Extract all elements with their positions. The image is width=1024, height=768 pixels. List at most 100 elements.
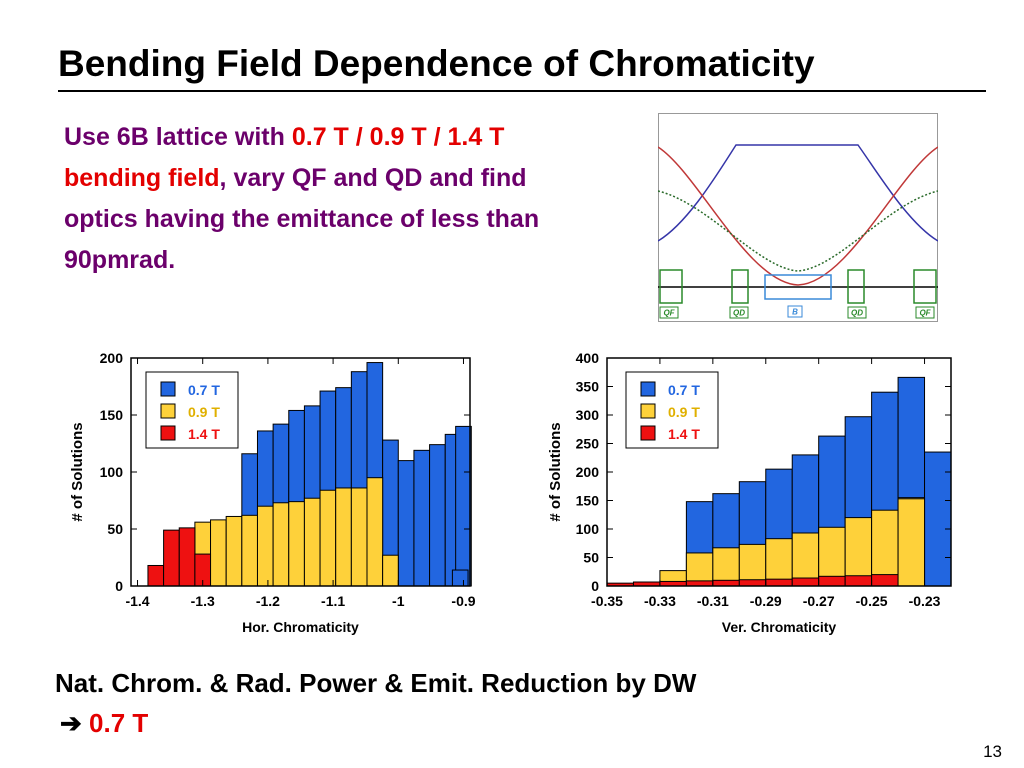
legend-swatch-c1-2 xyxy=(640,425,656,441)
hor-chromaticity-chart: 0 50 100 150 200 -1.4 -1.3 -1.2 -1.1 -1 -0.9 Hor. C… xyxy=(60,340,500,645)
intro-part-c: , vary QF and QD and find optics having … xyxy=(64,164,540,274)
xtick-label-c0-3: -1.1 xyxy=(321,593,345,609)
ytick-label-c1-3: 150 xyxy=(576,493,600,509)
bar-c0-s1-10 xyxy=(350,487,368,587)
legend-label-c1-0: 0.7 T xyxy=(668,382,700,398)
bar-c0-s2-0 xyxy=(147,564,165,587)
ytick-label-c0-3: 150 xyxy=(100,407,124,423)
legend-swatch-c1-1 xyxy=(640,403,656,419)
bar-c0-s1-1 xyxy=(210,519,227,587)
legend-c0: 0.7 T 0.9 T 1.4 T xyxy=(145,371,239,449)
ytick-label-c0-0: 0 xyxy=(115,578,123,594)
lattice-label-qd-left: QD xyxy=(733,309,745,318)
qd-magnet-right xyxy=(847,269,865,304)
legend-swatch-c0-0 xyxy=(160,381,176,397)
bar-c1-s2-10 xyxy=(871,574,899,587)
ytick-label-c0-1: 50 xyxy=(107,521,123,537)
conclusion-value: 0.7 T xyxy=(89,708,149,738)
ytick-label-c1-0: 0 xyxy=(591,578,599,594)
slide-number: 13 xyxy=(983,742,1002,761)
slide-title: Bending Field Dependence of Chromaticity xyxy=(58,40,986,92)
bar-c1-s2-5 xyxy=(738,579,767,587)
bar-c1-s2-9 xyxy=(844,575,873,587)
bar-c0-s2-2 xyxy=(178,527,196,587)
bar-c1-extra-0 xyxy=(897,498,926,587)
yaxis-label-c1: # of Solutions xyxy=(547,422,564,521)
beta-y-curve xyxy=(657,146,939,286)
bar-c1-s2-7 xyxy=(791,577,820,587)
conclusion-line: Nat. Chrom. & Rad. Power & Emit. Reducti… xyxy=(55,668,697,698)
arrow-icon: ➔ xyxy=(60,708,82,738)
intro-text: Use 6B lattice with 0.7 T / 0.9 T / 1.4 … xyxy=(64,117,594,281)
xtick-label-c0-2: -1.2 xyxy=(256,593,280,609)
ver-chromaticity-chart: 0 50 100 150 200 250 300 350 400 -0.35 -0.33 -0.31 -… xyxy=(540,340,960,645)
intro-part-a: Use 6B lattice with xyxy=(64,123,292,151)
legend-label-c1-2: 1.4 T xyxy=(668,426,700,442)
xtick-label-c0-4: -1 xyxy=(392,593,405,609)
xtick-label-c1-4: -0.27 xyxy=(803,593,835,609)
xtick-label-c1-0: -0.35 xyxy=(591,593,623,609)
ytick-label-c1-2: 100 xyxy=(576,521,600,537)
ytick-label-c1-8: 400 xyxy=(576,350,600,366)
legend-label-c0-1: 0.9 T xyxy=(188,404,220,420)
ytick-label-c1-7: 350 xyxy=(576,379,600,395)
legend-label-c0-0: 0.7 T xyxy=(188,382,220,398)
bar-c0-extra-1 xyxy=(451,569,469,587)
yaxis-label-c0: # of Solutions xyxy=(69,422,86,521)
xaxis-label-c0: Hor. Chromaticity xyxy=(242,619,359,635)
legend-swatch-c0-2 xyxy=(160,425,176,441)
lattice-label-b: B xyxy=(792,308,798,317)
intro-bending-fields: 0.7 T / 0.9 T / 1.4 T bending field xyxy=(64,123,505,192)
bar-c0-extra-0 xyxy=(382,554,399,587)
conclusion-result: ➔ 0.7 T xyxy=(60,708,148,739)
bar-c1-s2-4 xyxy=(712,579,740,587)
bar-c1-s1-8 xyxy=(844,517,873,587)
bar-c1-s2-6 xyxy=(765,578,793,587)
lattice-diagram: QF QD B QD QF xyxy=(657,113,939,322)
bar-c0-s1-3 xyxy=(241,514,258,587)
ytick-label-c1-6: 300 xyxy=(576,407,600,423)
legend-c1: 0.7 T 0.9 T 1.4 T xyxy=(625,371,719,449)
bar-c0-s1-6 xyxy=(288,501,305,587)
bar-c1-s1-9 xyxy=(871,509,899,587)
bar-c0-s1-4 xyxy=(256,505,274,587)
xtick-label-c1-2: -0.31 xyxy=(697,593,729,609)
bar-c0-s0-10 xyxy=(397,460,415,587)
xtick-label-c1-1: -0.33 xyxy=(644,593,676,609)
lattice-label-qf-left: QF xyxy=(663,309,675,318)
ytick-label-c0-4: 200 xyxy=(100,350,124,366)
bar-c0-s1-7 xyxy=(303,497,321,587)
xtick-label-c1-3: -0.29 xyxy=(750,593,782,609)
bar-c0-s1-11 xyxy=(366,477,384,587)
bend-magnet xyxy=(764,274,832,300)
bar-c0-s2-1 xyxy=(163,529,180,587)
bar-c0-s1-8 xyxy=(319,489,337,587)
bar-c1-s2-3 xyxy=(685,580,714,587)
bar-c1-s2-8 xyxy=(818,575,846,587)
legend-swatch-c0-1 xyxy=(160,403,176,419)
xtick-label-c1-6: -0.23 xyxy=(909,593,941,609)
xtick-label-c0-1: -1.3 xyxy=(191,593,215,609)
xtick-label-c0-0: -1.4 xyxy=(125,593,149,609)
dispersion-curve xyxy=(657,190,939,272)
ytick-label-c0-2: 100 xyxy=(100,464,124,480)
xtick-label-c0-5: -0.9 xyxy=(451,593,475,609)
bar-c0-s1-2 xyxy=(225,515,243,587)
ytick-label-c1-5: 250 xyxy=(576,436,600,452)
xaxis-label-c1: Ver. Chromaticity xyxy=(722,619,837,635)
bar-c0-s0-11 xyxy=(413,449,431,587)
ytick-label-c1-4: 200 xyxy=(576,464,600,480)
xtick-label-c1-5: -0.25 xyxy=(856,593,888,609)
bar-c0-s1-9 xyxy=(335,487,352,587)
bar-c1-s0-9 xyxy=(924,451,952,587)
legend-swatch-c1-0 xyxy=(640,381,656,397)
bar-c1-s1-5 xyxy=(765,538,793,587)
qf-magnet-right xyxy=(913,269,937,304)
qf-magnet-left xyxy=(659,269,683,304)
bar-c0-s0-14 xyxy=(455,425,472,587)
bar-c0-s0-12 xyxy=(429,444,446,587)
lattice-label-qd-right: QD xyxy=(851,309,863,318)
legend-label-c0-2: 1.4 T xyxy=(188,426,220,442)
qd-magnet-left xyxy=(731,269,749,304)
ytick-label-c1-1: 50 xyxy=(583,550,599,566)
